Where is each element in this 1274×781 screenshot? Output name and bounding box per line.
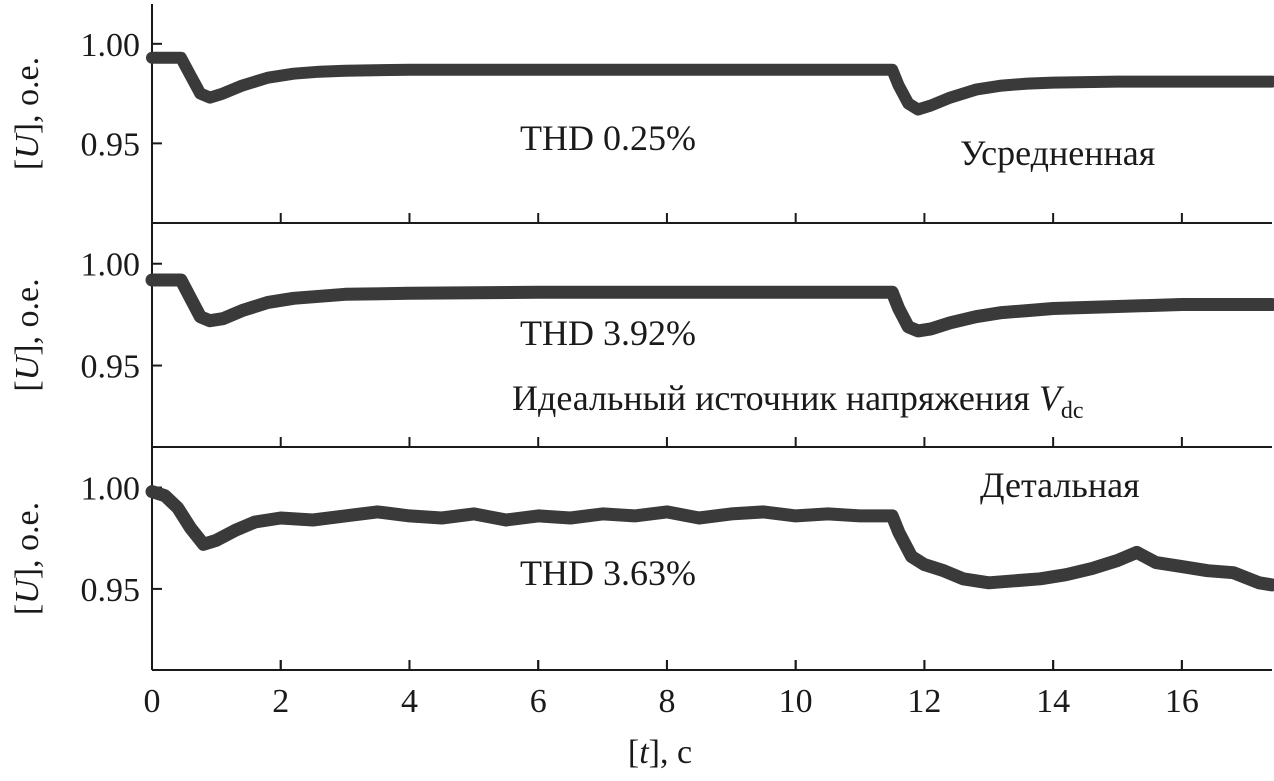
thd-label: THD 3.92% <box>520 313 696 353</box>
y-axis-title-part: U <box>9 353 46 380</box>
x-tick-label: 12 <box>907 683 941 720</box>
y-tick-label: 1.00 <box>81 247 141 284</box>
x-minor-ticks <box>279 660 1183 670</box>
series-label: Детальная <box>980 465 1140 505</box>
x-tick-label: 16 <box>1165 683 1199 720</box>
panel-averaged: 0.95 1.00 [U], o.e. THD 0.25% Усредненная <box>9 27 1274 223</box>
series-label: Усредненная <box>960 133 1155 173</box>
x-minor-ticks <box>279 437 1183 447</box>
x-axis-title: [t], с <box>628 734 692 771</box>
series-label-sub: dc <box>1061 398 1084 424</box>
series-label: Идеальный источник напряжения Vdc <box>512 378 1084 424</box>
y-axis-title-part: [ <box>9 159 46 170</box>
y-axis-title: [U], o.e. <box>9 502 46 615</box>
x-tick-label: 0 <box>144 683 161 720</box>
series-line-detailed <box>145 485 1274 592</box>
thd-label: THD 0.25% <box>520 118 696 158</box>
x-tick-label: 2 <box>272 683 289 720</box>
y-axis-title: [U], o.e. <box>9 278 46 391</box>
y-tick-label: 0.95 <box>81 572 141 609</box>
y-tick-label: 0.95 <box>81 126 141 163</box>
x-tick-label: 10 <box>779 683 813 720</box>
y-axis-title-part: [ <box>9 604 46 615</box>
panel-detailed: 0.95 1.00 [U], o.e. THD 3.63% Детальная <box>9 465 1274 670</box>
y-ticks: 0.95 1.00 <box>81 247 162 386</box>
x-axis: 0 2 4 6 8 10 12 14 16 <box>144 660 1199 720</box>
y-axis-title-part: ], o.e. <box>9 278 46 355</box>
y-axis-title-part: U <box>9 132 46 159</box>
x-tick-label: 6 <box>530 683 547 720</box>
x-axis-title-close: ], с <box>649 734 692 771</box>
x-tick-label: 14 <box>1036 683 1070 720</box>
panel-ideal-source: 0.95 1.00 [U], o.e. THD 3.92% Идеальный и… <box>9 247 1274 447</box>
x-axis-title-var: t <box>639 734 650 771</box>
y-tick-label: 0.95 <box>81 349 141 386</box>
series-label-main: Идеальный источник напряжения <box>512 378 1039 418</box>
series-line-ideal-source <box>145 273 1274 338</box>
x-axis-title-open: [ <box>628 734 639 771</box>
y-axis-title-part: [ <box>9 380 46 391</box>
y-axis-title-part: ], o.e. <box>9 57 46 134</box>
x-minor-ticks <box>279 213 1183 223</box>
series-label-var: V <box>1039 378 1065 418</box>
y-tick-label: 1.00 <box>81 471 141 508</box>
y-axis-title: [U], o.e. <box>9 57 46 170</box>
x-tick-label: 8 <box>658 683 675 720</box>
y-ticks: 0.95 1.00 <box>81 27 162 163</box>
axes-frame <box>151 4 1272 671</box>
y-ticks: 0.95 1.00 <box>81 471 162 609</box>
y-axis-title-part: ], o.e. <box>9 502 46 579</box>
y-axis-title-part: U <box>9 577 46 604</box>
x-tick-label: 4 <box>401 683 418 720</box>
thd-label: THD 3.63% <box>520 553 696 593</box>
series-line-averaged <box>146 51 1274 116</box>
y-tick-label: 1.00 <box>81 27 141 64</box>
